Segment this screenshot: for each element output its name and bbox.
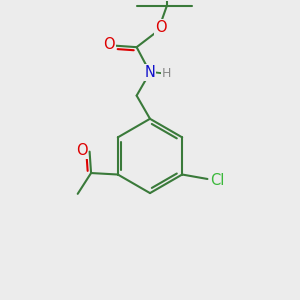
Text: O: O xyxy=(76,142,87,158)
Text: O: O xyxy=(155,20,167,35)
Text: O: O xyxy=(103,37,115,52)
Text: N: N xyxy=(145,65,155,80)
Text: H: H xyxy=(162,68,171,80)
Text: Cl: Cl xyxy=(210,173,224,188)
